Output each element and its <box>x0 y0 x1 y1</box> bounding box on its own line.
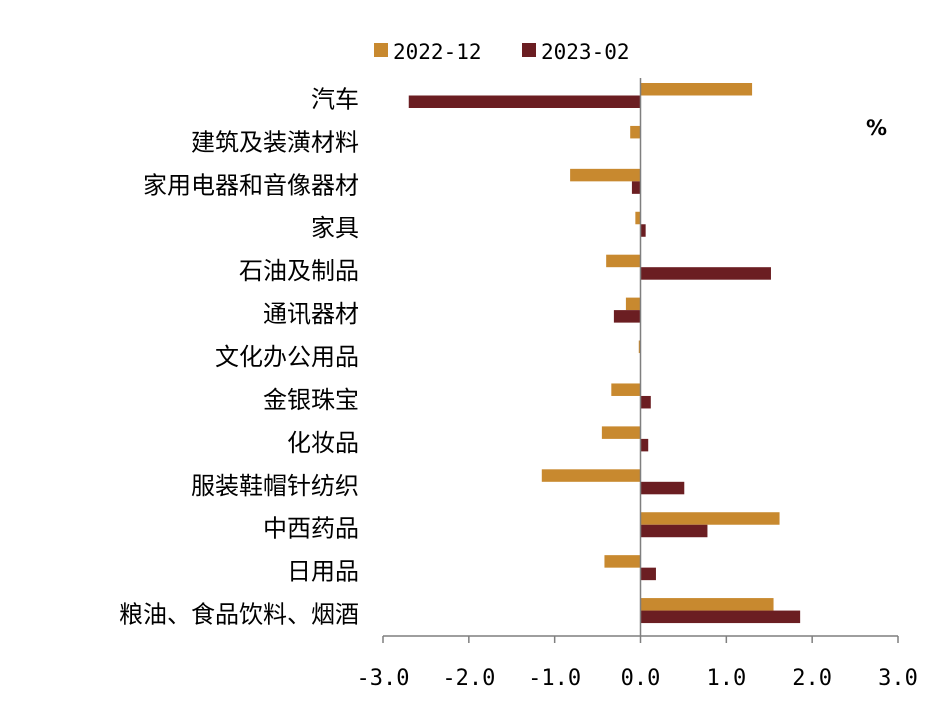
category-label: 日用品 <box>287 558 359 586</box>
legend-swatch-2023-02 <box>522 43 536 57</box>
bar-2023-02-11 <box>640 567 656 581</box>
bar-2022-12-6 <box>638 340 641 354</box>
bar-2023-02-0 <box>408 95 641 108</box>
bar-2023-02-7 <box>640 395 651 409</box>
bar-2022-12-4 <box>606 254 641 268</box>
bar-2023-02-2 <box>631 181 641 194</box>
category-label: 石油及制品 <box>239 257 359 285</box>
category-label: 家具 <box>311 214 359 242</box>
category-label: 化妆品 <box>287 429 359 457</box>
bar-2023-02-9 <box>640 481 685 495</box>
axes <box>382 78 899 643</box>
bar-2023-02-5 <box>613 310 641 323</box>
bar-2022-12-11 <box>604 555 641 568</box>
category-label: 粮油、食品饮料、烟酒 <box>119 601 359 629</box>
bar-2022-12-8 <box>601 426 641 439</box>
bar-2023-02-8 <box>640 438 649 452</box>
bar-2023-02-4 <box>640 267 771 280</box>
category-label: 中西药品 <box>263 515 359 543</box>
x-tick-label: 2.0 <box>792 666 832 691</box>
category-label: 建筑及装潢材料 <box>191 128 359 156</box>
category-labels: 汽车建筑及装潢材料家用电器和音像器材家具石油及制品通讯器材文化办公用品金银珠宝化… <box>119 85 359 628</box>
category-label: 汽车 <box>311 85 359 113</box>
bars <box>408 83 801 624</box>
category-label: 金银珠宝 <box>263 386 359 414</box>
x-tick-label: 3.0 <box>878 666 918 691</box>
bar-2022-12-2 <box>570 168 641 182</box>
x-tick-label: -3.0 <box>357 666 410 691</box>
category-label: 家用电器和音像器材 <box>143 171 359 199</box>
bar-2023-02-3 <box>640 224 646 237</box>
bar-2022-12-5 <box>625 297 641 311</box>
category-label: 文化办公用品 <box>215 343 359 371</box>
bar-2022-12-7 <box>611 383 641 396</box>
category-label: 通讯器材 <box>263 300 359 328</box>
legend-label-2023-02: 2023-02 <box>541 40 630 64</box>
bar-2023-02-12 <box>640 610 801 624</box>
x-tick-label: -2.0 <box>442 666 495 691</box>
bar-2022-12-0 <box>640 83 753 96</box>
bar-2023-02-10 <box>640 524 708 538</box>
legend-label-2022-12: 2022-12 <box>393 40 482 64</box>
category-label: 服装鞋帽针纺织 <box>191 472 359 500</box>
legend-swatch-2022-12 <box>374 43 388 57</box>
bar-2022-12-9 <box>541 469 641 482</box>
tick-labels: -3.0 -2.0 -1.0 0.0 1.0 2.0 3.0 <box>357 666 918 691</box>
unit-label: % <box>866 116 887 140</box>
bar-2022-12-12 <box>640 598 774 611</box>
bar-2022-12-1 <box>630 125 641 139</box>
legend: 2022-12 2023-02 <box>374 40 630 64</box>
x-tick-label: 0.0 <box>621 666 661 691</box>
bar-2022-12-3 <box>635 211 641 225</box>
x-tick-label: 1.0 <box>706 666 746 691</box>
x-tick-label: -1.0 <box>528 666 581 691</box>
bar-2022-12-10 <box>640 512 780 525</box>
